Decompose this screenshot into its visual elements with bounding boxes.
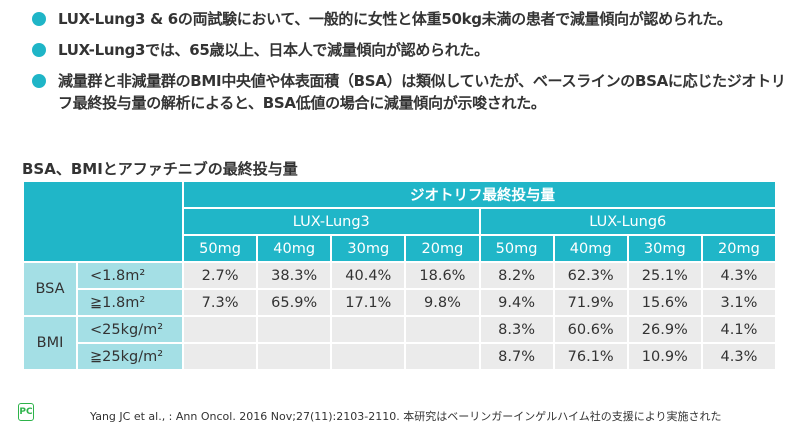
value-cell: 76.1% [552,342,629,371]
value-cell: 4.3% [700,261,778,290]
value-cell: 62.3% [552,261,629,290]
value-cell: 9.8% [404,288,481,317]
row-header: <1.8m² [76,261,184,290]
value-cell: 15.6% [626,288,703,317]
trial-header: LUX-Lung6 [478,207,777,236]
bullet-dot-icon [32,12,46,26]
row-header: <25kg/m² [76,315,184,344]
dose-table: ジオトリフ最終投与量 LUX-Lung3 LUX-Lung6 50mg 40mg 3… [22,180,778,371]
bullet-text: 減量群と非減量群のBMI中央値や体表面積（BSA）は類似していたが、ベースライン… [58,72,786,112]
group-header: BSA [22,261,78,317]
bullet-text: LUX-Lung3 & 6の両試験において、一般的に女性と体重50kg未満の患者… [58,10,732,28]
value-cell: 9.4% [478,288,555,317]
value-cell [404,342,481,371]
trial-header: LUX-Lung3 [182,207,481,236]
bullet-item: LUX-Lung3では、65歳以上、日本人で減量傾向が認められた。 [30,39,790,61]
dose-header: 30mg [626,234,703,263]
table-row: ≧1.8m² 7.3% 65.9% 17.1% 9.8% 9.4% 71.9% 15.6% 3.… [23,288,778,317]
value-cell: 8.3% [478,315,555,344]
value-cell: 4.3% [700,342,778,371]
value-cell: 17.1% [330,288,407,317]
value-cell: 4.1% [700,315,778,344]
table-row: BSA <1.8m² 2.7% 38.3% 40.4% 18.6% 8.2% 62.3% 25.… [22,261,778,317]
table-row: ≧25kg/m² 8.7% 76.1% 10.9% 4.3% [23,342,778,371]
bullet-text: LUX-Lung3では、65歳以上、日本人で減量傾向が認められた。 [58,41,489,59]
citation: Yang JC et al., : Ann Oncol. 2016 Nov;27… [90,410,722,423]
value-cell [404,315,481,344]
value-cell: 7.3% [181,288,259,317]
corner-cell [22,180,184,263]
value-cell: 8.2% [478,261,555,290]
value-cell: 2.7% [181,261,259,290]
dose-header: 50mg [478,234,555,263]
value-cell: 71.9% [552,288,629,317]
pc-logo-icon: PC [18,403,34,421]
bullet-list: LUX-Lung3 & 6の両試験において、一般的に女性と体重50kg未満の患者… [30,8,790,123]
dose-header: 20mg [404,234,481,263]
table-row: BMI <25kg/m² 8.3% 60.6% 26.9% 4.1% [22,315,778,371]
value-cell [181,342,259,371]
value-cell: 40.4% [330,261,407,290]
value-cell: 3.1% [700,288,778,317]
bullet-dot-icon [32,74,46,88]
value-cell: 8.7% [478,342,555,371]
table-caption: BSA、BMIとアファチニブの最終投与量 [22,160,298,178]
bullet-dot-icon [32,43,46,57]
value-cell [181,315,259,344]
value-cell: 38.3% [256,261,333,290]
value-cell: 65.9% [256,288,333,317]
value-cell [256,315,333,344]
value-cell [330,342,407,371]
bullet-item: LUX-Lung3 & 6の両試験において、一般的に女性と体重50kg未満の患者… [30,8,790,30]
group-header: BMI [22,315,78,371]
dose-header: 40mg [552,234,629,263]
value-cell: 25.1% [626,261,703,290]
dose-header: 20mg [700,234,778,263]
dose-header: 50mg [181,234,259,263]
top-header: ジオトリフ最終投与量 [182,180,777,209]
dose-header: 30mg [330,234,407,263]
value-cell: 10.9% [626,342,703,371]
row-header: ≧1.8m² [76,288,184,317]
value-cell [330,315,407,344]
value-cell: 18.6% [404,261,481,290]
value-cell: 60.6% [552,315,629,344]
row-header: ≧25kg/m² [76,342,184,371]
bullet-item: 減量群と非減量群のBMI中央値や体表面積（BSA）は類似していたが、ベースライン… [30,70,790,114]
value-cell: 26.9% [626,315,703,344]
dose-header: 40mg [256,234,333,263]
value-cell [256,342,333,371]
